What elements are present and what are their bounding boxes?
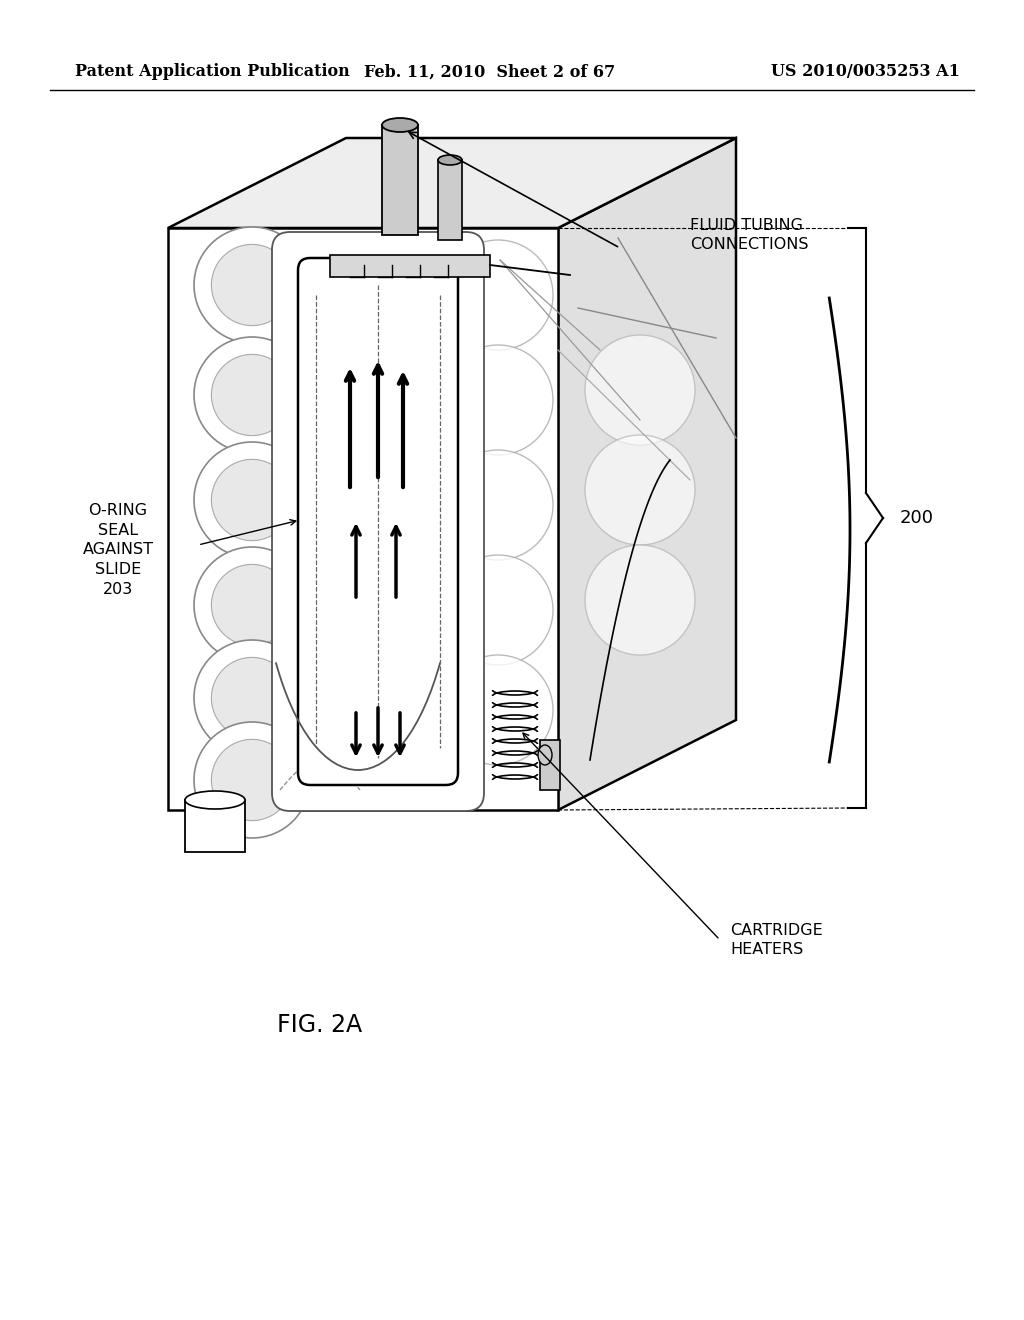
Circle shape	[443, 345, 553, 455]
Circle shape	[585, 436, 695, 545]
Circle shape	[585, 545, 695, 655]
Polygon shape	[168, 139, 736, 228]
FancyBboxPatch shape	[272, 232, 484, 810]
Circle shape	[194, 546, 310, 663]
Polygon shape	[540, 741, 560, 789]
Circle shape	[443, 240, 553, 350]
Circle shape	[211, 739, 293, 821]
Polygon shape	[330, 255, 490, 277]
Circle shape	[194, 640, 310, 756]
Text: FLUID TUBING
CONNECTIONS: FLUID TUBING CONNECTIONS	[690, 218, 809, 252]
FancyBboxPatch shape	[298, 257, 458, 785]
Circle shape	[211, 244, 293, 326]
Circle shape	[194, 227, 310, 343]
Polygon shape	[382, 125, 418, 235]
Polygon shape	[438, 160, 462, 240]
Circle shape	[211, 565, 293, 645]
Circle shape	[211, 657, 293, 739]
Circle shape	[585, 335, 695, 445]
Text: CARTRIDGE
HEATERS: CARTRIDGE HEATERS	[730, 923, 822, 957]
Polygon shape	[185, 800, 245, 851]
Circle shape	[194, 722, 310, 838]
Ellipse shape	[538, 744, 552, 766]
Circle shape	[194, 337, 310, 453]
Text: Feb. 11, 2010  Sheet 2 of 67: Feb. 11, 2010 Sheet 2 of 67	[365, 63, 615, 81]
Ellipse shape	[185, 791, 245, 809]
Circle shape	[443, 655, 553, 766]
Text: O-RING
SEAL
AGAINST
SLIDE
203: O-RING SEAL AGAINST SLIDE 203	[83, 503, 154, 597]
Ellipse shape	[438, 154, 462, 165]
Circle shape	[211, 354, 293, 436]
Circle shape	[443, 554, 553, 665]
Circle shape	[211, 459, 293, 541]
Circle shape	[443, 450, 553, 560]
Text: FIG. 2A: FIG. 2A	[278, 1012, 362, 1038]
Text: US 2010/0035253 A1: US 2010/0035253 A1	[771, 63, 961, 81]
Circle shape	[194, 442, 310, 558]
Text: Patent Application Publication: Patent Application Publication	[75, 63, 350, 81]
Polygon shape	[558, 139, 736, 810]
Text: 200: 200	[900, 510, 934, 527]
Polygon shape	[168, 228, 558, 810]
Ellipse shape	[382, 117, 418, 132]
